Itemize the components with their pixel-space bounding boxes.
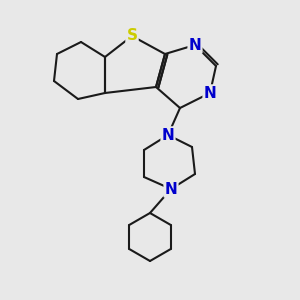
Text: N: N <box>189 38 201 52</box>
Text: N: N <box>165 182 177 196</box>
Text: S: S <box>127 28 137 44</box>
Text: N: N <box>204 85 216 100</box>
Text: N: N <box>162 128 174 142</box>
